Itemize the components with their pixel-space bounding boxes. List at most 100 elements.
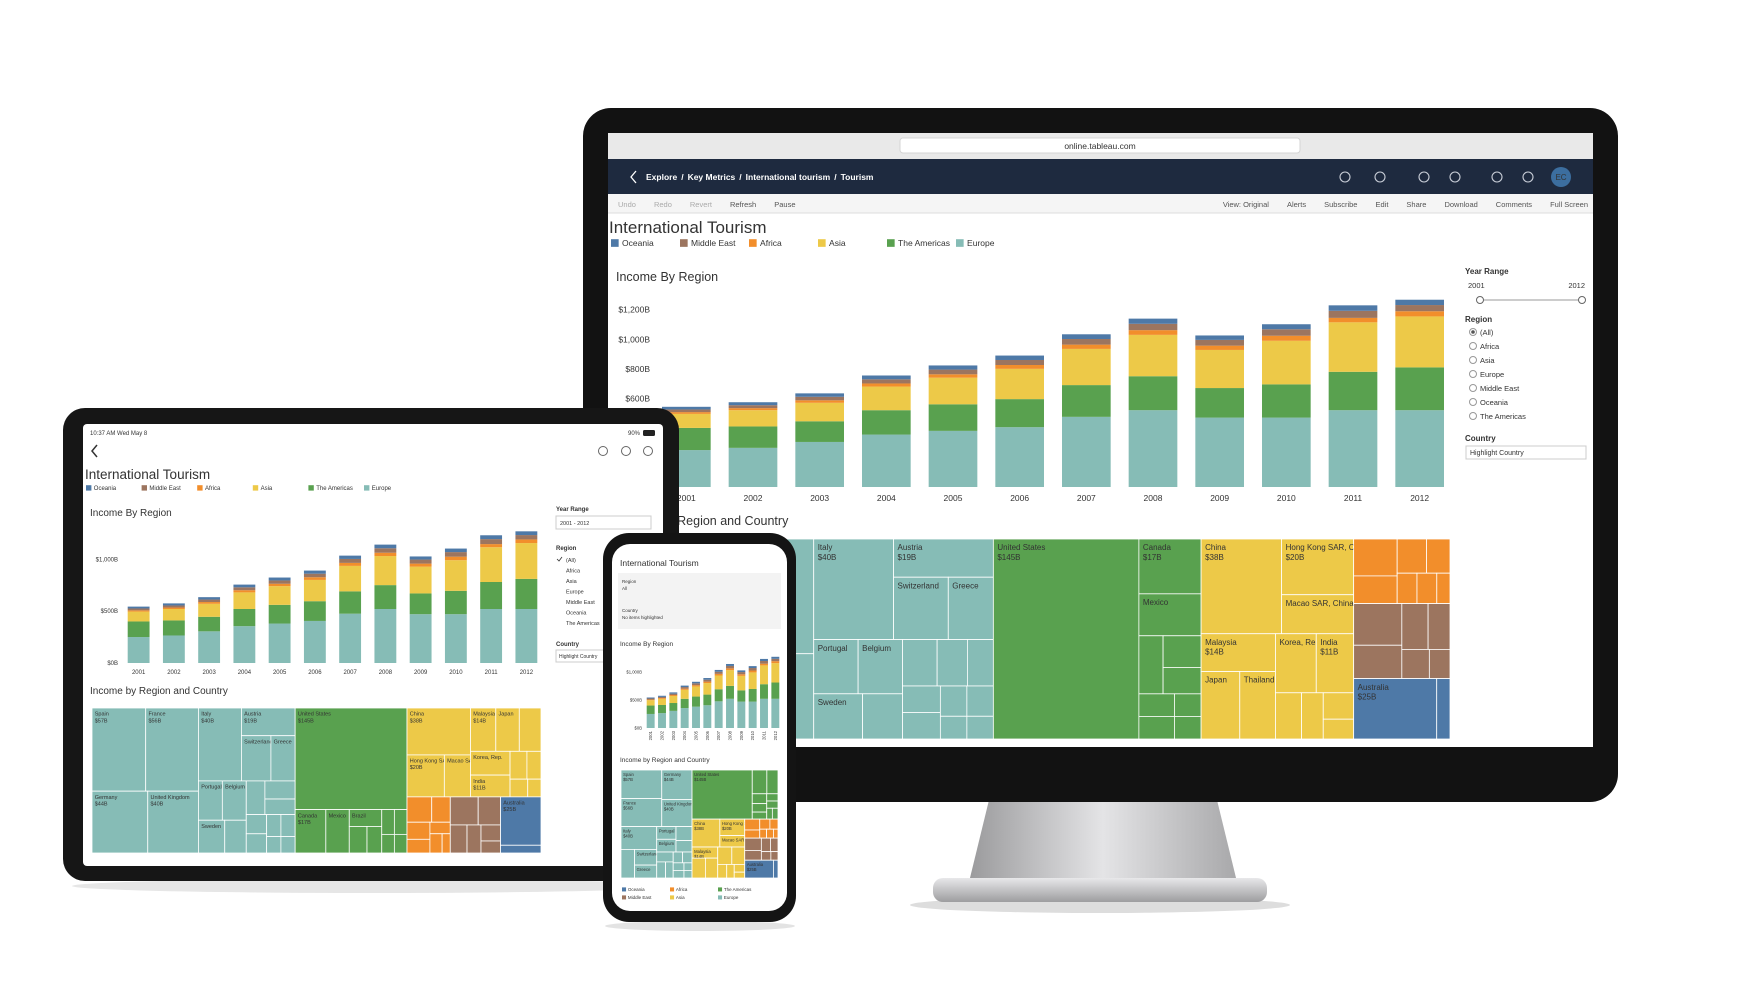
treemap-cell bbox=[656, 861, 666, 879]
bar-segment bbox=[1262, 335, 1311, 341]
check-label[interactable]: (All) bbox=[566, 558, 576, 564]
y-tick-label: $0B bbox=[107, 661, 118, 667]
treemap-cell bbox=[429, 821, 451, 835]
check-label[interactable]: The Americas bbox=[566, 621, 600, 627]
bar-segment bbox=[233, 626, 256, 663]
treemap-value: $25B bbox=[1358, 692, 1377, 701]
treemap-cell bbox=[1322, 692, 1355, 720]
bar-segment bbox=[303, 570, 326, 574]
radio[interactable] bbox=[1469, 398, 1477, 406]
toolbar-item[interactable]: Pause bbox=[774, 200, 795, 209]
bar-segment bbox=[374, 552, 397, 557]
x-tick-label: 2002 bbox=[659, 730, 664, 740]
bar-segment bbox=[303, 573, 326, 578]
treemap-cell bbox=[280, 836, 296, 854]
treemap-label: Korea, Rep. bbox=[1279, 638, 1322, 647]
bar-segment bbox=[771, 663, 780, 683]
toolbar-item[interactable]: Download bbox=[1444, 200, 1477, 209]
x-tick-label: 2005 bbox=[944, 493, 963, 503]
treemap-label: Sweden bbox=[818, 698, 847, 707]
treemap-value: $44B bbox=[95, 801, 108, 807]
toolbar-item[interactable]: Subscribe bbox=[1324, 200, 1357, 209]
range-dropdown[interactable] bbox=[555, 515, 652, 530]
toolbar-item[interactable]: View: Original bbox=[1223, 200, 1269, 209]
bar-segment bbox=[1328, 322, 1378, 372]
bar-segment bbox=[680, 689, 689, 699]
radio[interactable] bbox=[1469, 356, 1477, 364]
legend-label: The Americas bbox=[316, 486, 353, 492]
bar-segment bbox=[127, 610, 150, 612]
toolbar-item[interactable]: Share bbox=[1406, 200, 1426, 209]
filter-label: Country bbox=[556, 642, 580, 648]
legend-swatch bbox=[308, 485, 314, 491]
toolbar-item[interactable]: Redo bbox=[654, 200, 672, 209]
slider-handle[interactable] bbox=[1578, 296, 1586, 304]
toolbar-item[interactable]: Edit bbox=[1375, 200, 1389, 209]
toolbar-item[interactable]: Refresh bbox=[730, 200, 756, 209]
phone-screen: International Tourism Region All Country No … bbox=[612, 544, 787, 911]
treemap-cell bbox=[893, 576, 949, 640]
toolbar-item[interactable]: Comments bbox=[1496, 200, 1533, 209]
toolbar-item[interactable]: Alerts bbox=[1287, 200, 1306, 209]
treemap-label: Australia bbox=[747, 862, 764, 867]
filter-label: Year Range bbox=[1465, 267, 1509, 276]
bar-segment bbox=[1395, 316, 1444, 368]
legend-label: Europe bbox=[372, 486, 392, 492]
check-label[interactable]: Asia bbox=[566, 579, 578, 585]
legend-label: Middle East bbox=[691, 238, 736, 248]
treemap-cell bbox=[766, 800, 779, 809]
treemap-cell bbox=[744, 818, 761, 831]
treemap-cell bbox=[147, 790, 199, 854]
country-input[interactable] bbox=[1465, 445, 1587, 460]
toolbar-item[interactable]: Undo bbox=[618, 200, 636, 209]
radio[interactable] bbox=[1469, 342, 1477, 350]
treemap-label: France bbox=[148, 712, 165, 718]
treemap-cell bbox=[264, 780, 296, 800]
bar-segment bbox=[726, 685, 734, 699]
legend-swatch bbox=[611, 239, 619, 247]
chart-title: Income by Region and Country bbox=[90, 686, 228, 697]
bar-segment bbox=[995, 355, 1044, 360]
bar-segment bbox=[162, 607, 185, 609]
treemap-cell bbox=[1401, 649, 1430, 679]
breadcrumb-separator: / bbox=[834, 172, 837, 182]
bar-segment bbox=[669, 692, 678, 694]
treemap-cell bbox=[966, 685, 994, 717]
check-label[interactable]: Oceania bbox=[566, 611, 587, 617]
treemap-cell bbox=[500, 844, 542, 854]
bar-segment bbox=[658, 695, 666, 697]
nav-icon bbox=[1418, 171, 1430, 183]
x-tick-label: 2001 bbox=[677, 493, 696, 503]
y-tick-label: $600B bbox=[625, 393, 650, 403]
treemap-value: $20B bbox=[410, 765, 423, 771]
bar-segment bbox=[515, 578, 538, 609]
nav-icon bbox=[1374, 171, 1386, 183]
radio[interactable] bbox=[1469, 370, 1477, 378]
bar-segment bbox=[1395, 311, 1444, 317]
check-label[interactable]: Africa bbox=[566, 569, 581, 575]
toolbar-item[interactable]: Full Screen bbox=[1550, 200, 1588, 209]
x-tick-label: 2011 bbox=[761, 730, 766, 740]
slider-handle[interactable] bbox=[1476, 296, 1484, 304]
bar-segment bbox=[233, 590, 256, 593]
radio-label: Oceania bbox=[1480, 398, 1509, 407]
bar-segment bbox=[703, 678, 712, 680]
bar-segment bbox=[669, 710, 678, 728]
check-label[interactable]: Middle East bbox=[566, 600, 595, 606]
x-tick-label: 2010 bbox=[449, 670, 463, 676]
x-tick-label: 2003 bbox=[202, 670, 216, 676]
toolbar-item[interactable]: Revert bbox=[690, 200, 713, 209]
check-label[interactable]: Europe bbox=[566, 590, 584, 596]
bar-segment bbox=[127, 608, 150, 611]
bar-segment bbox=[658, 698, 666, 699]
treemap-label: Greece bbox=[274, 739, 292, 745]
treemap-value: $38B bbox=[694, 826, 704, 831]
breadcrumb-item: Key Metrics bbox=[688, 172, 736, 182]
bar-segment bbox=[748, 668, 757, 671]
radio[interactable] bbox=[1469, 384, 1477, 392]
legend-label: Europe bbox=[967, 238, 995, 248]
bar-segment bbox=[995, 368, 1044, 400]
country-placeholder: Highlight Country bbox=[559, 654, 598, 660]
radio[interactable] bbox=[1469, 412, 1477, 420]
